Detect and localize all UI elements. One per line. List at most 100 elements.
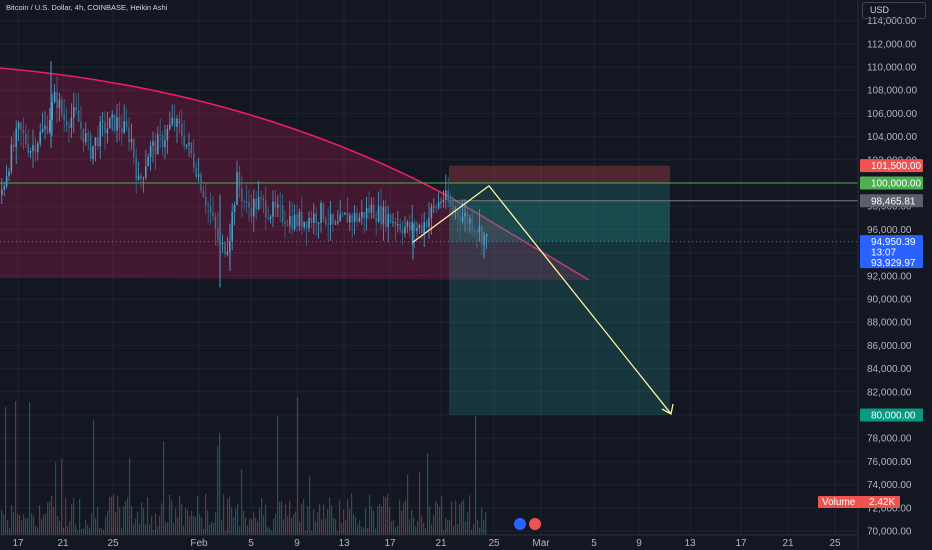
time-tick-label: 25 xyxy=(488,538,500,549)
candle-body xyxy=(353,213,356,222)
candle-body xyxy=(1,189,3,195)
volume-bar xyxy=(345,519,347,535)
volume-bar xyxy=(13,512,15,535)
volume-bar xyxy=(137,511,139,535)
candle-body xyxy=(245,201,248,203)
candle-body xyxy=(164,140,166,147)
candle-body xyxy=(226,251,229,255)
volume-bar xyxy=(181,504,183,535)
volume-bar xyxy=(409,519,411,535)
volume-bar xyxy=(379,503,381,535)
volume-bar xyxy=(331,505,333,535)
candle-body xyxy=(339,214,341,222)
candle-body xyxy=(25,133,27,145)
candle-body xyxy=(310,217,313,223)
candle-body xyxy=(449,201,452,205)
volume-bar xyxy=(35,525,37,535)
volume-bar xyxy=(53,506,55,535)
price-tag-bg xyxy=(860,408,923,422)
candle-body xyxy=(262,197,265,201)
candle-body xyxy=(291,216,293,230)
volume-bar xyxy=(335,519,337,535)
volume-bar xyxy=(293,513,295,535)
volume-bar xyxy=(311,530,313,535)
price-tick-label: 78,000.00 xyxy=(867,434,912,445)
candle-body xyxy=(473,230,476,232)
volume-bar xyxy=(277,416,279,535)
volume-bar xyxy=(151,515,153,535)
volume-bar xyxy=(341,523,343,535)
candle-body xyxy=(73,107,75,118)
volume-bar xyxy=(291,517,293,535)
candle-body xyxy=(421,224,423,233)
candle-body xyxy=(404,226,406,234)
price-tag-stop: 101,500.00 xyxy=(871,161,921,172)
arc-zone-fill xyxy=(0,68,589,280)
volume-bar xyxy=(209,525,211,535)
candle-body xyxy=(471,218,473,231)
candle-body xyxy=(423,222,425,233)
candle-body xyxy=(428,217,430,227)
candle-body xyxy=(125,121,128,128)
volume-bar xyxy=(411,509,413,535)
volume-bar xyxy=(467,512,469,535)
volume-bar xyxy=(115,512,117,535)
volume-bar xyxy=(167,522,169,535)
candle-body xyxy=(56,91,58,108)
volume-bar xyxy=(91,512,93,535)
candle-body xyxy=(320,203,322,223)
volume-bar xyxy=(295,511,297,535)
arc-curve xyxy=(0,67,590,281)
volume-bar xyxy=(405,499,407,535)
volume-bar xyxy=(283,519,285,535)
volume-bar xyxy=(251,519,253,535)
volume-bar xyxy=(203,529,205,535)
volume-bar xyxy=(357,524,359,535)
volume-bar xyxy=(17,514,19,535)
candle-body xyxy=(37,143,39,153)
candle-body xyxy=(202,190,205,198)
volume-bar xyxy=(443,530,445,535)
currency-button[interactable]: USD xyxy=(862,2,926,19)
volume-bar xyxy=(363,528,365,535)
volume-bar xyxy=(289,500,291,535)
volume-bar xyxy=(247,525,249,535)
price-tick-label: 74,000.00 xyxy=(867,480,912,491)
volume-bar xyxy=(7,520,9,535)
volume-bar xyxy=(149,524,151,535)
volume-bar xyxy=(449,519,451,535)
time-tick-label: 17 xyxy=(384,538,396,549)
price-tick-label: 70,000.00 xyxy=(867,527,912,538)
event-icon xyxy=(514,518,526,530)
candle-body xyxy=(370,204,373,213)
volume-bar xyxy=(339,499,341,535)
candle-body xyxy=(279,204,281,206)
candle-body xyxy=(178,118,181,124)
candle-body xyxy=(3,186,5,190)
volume-bar xyxy=(479,527,481,535)
volume-bar xyxy=(275,514,277,535)
volume-bar xyxy=(365,508,367,535)
volume-bar xyxy=(471,529,473,535)
candle-body xyxy=(5,176,8,187)
volume-bar xyxy=(97,506,99,535)
time-tick-label: Feb xyxy=(190,538,208,549)
candle-body xyxy=(27,144,29,153)
candle-body xyxy=(128,127,130,143)
volume-bar xyxy=(225,530,227,535)
candle-body xyxy=(183,135,185,147)
candle-body xyxy=(389,214,392,223)
time-tick-label: 13 xyxy=(338,538,350,549)
volume-bar xyxy=(465,521,467,535)
candle-body xyxy=(133,139,135,158)
volume-bar xyxy=(173,523,175,535)
projection-arrowhead xyxy=(661,403,674,416)
candle-body xyxy=(255,198,257,210)
candle-body xyxy=(17,122,20,129)
volume-bar xyxy=(453,525,455,535)
time-tick-label: 17 xyxy=(12,538,24,549)
volume-bar xyxy=(257,521,259,535)
volume-bar xyxy=(355,517,357,535)
